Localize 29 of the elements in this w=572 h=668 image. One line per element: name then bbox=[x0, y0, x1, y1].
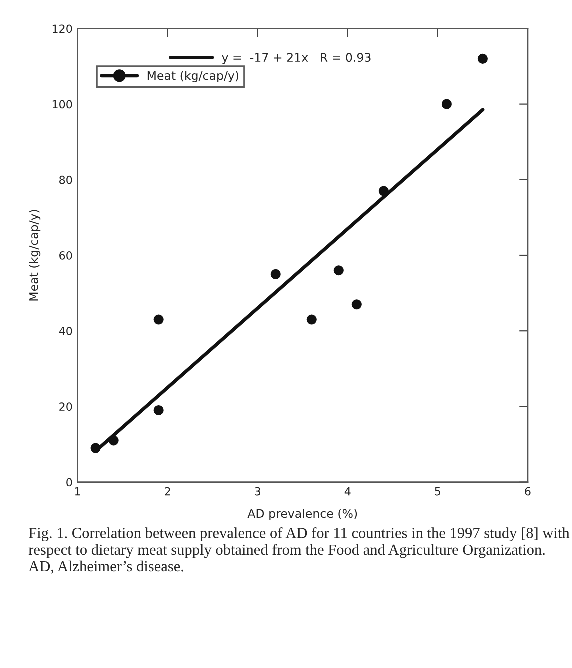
y-tick-label: 40 bbox=[59, 327, 72, 336]
x-tick-label: 4 bbox=[344, 488, 351, 496]
y-tick-label: 120 bbox=[52, 24, 72, 34]
point bbox=[154, 314, 164, 325]
y-tick-label: 60 bbox=[60, 251, 72, 260]
y-tick-label: 20 bbox=[60, 402, 72, 412]
point bbox=[442, 99, 452, 110]
point bbox=[478, 54, 488, 64]
point bbox=[90, 443, 101, 454]
legend-label: y = -17 + 21x R = 0.93 bbox=[222, 53, 371, 64]
x-tick-label: 1 bbox=[75, 488, 80, 496]
point bbox=[334, 266, 344, 276]
x-tick-label: 6 bbox=[525, 487, 531, 496]
point bbox=[108, 436, 119, 446]
point bbox=[306, 314, 317, 325]
x-tick-label: 3 bbox=[255, 487, 260, 496]
point bbox=[378, 186, 389, 196]
legend-label: Meat (kg/cap/y) bbox=[148, 71, 239, 83]
point bbox=[154, 405, 164, 416]
y-axis-title: Meat (kg/cap/y) bbox=[29, 210, 41, 301]
caption: Fig. 1. Correlation between prevalence of AD for 11 countries in the 1997 study [8] with respect to dietary meat supply obtained from the Food and Agriculture Organization. AD, Alzheimer’s disease. bbox=[28, 527, 570, 574]
y-tick-label: 0 bbox=[66, 478, 72, 487]
y-tick-label: 80 bbox=[60, 176, 72, 184]
point bbox=[270, 269, 281, 280]
x-tick-label: 5 bbox=[435, 488, 440, 496]
x-axis-title: AD prevalence (%) bbox=[248, 509, 358, 520]
y-tick-label: 100 bbox=[52, 100, 72, 109]
point bbox=[352, 300, 362, 310]
x-tick-label: 2 bbox=[165, 487, 170, 496]
